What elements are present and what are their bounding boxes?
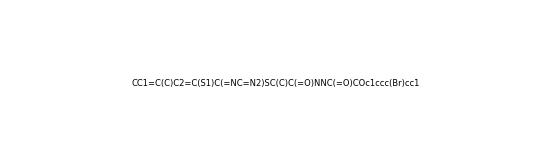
Text: CC1=C(C)C2=C(S1)C(=NC=N2)SC(C)C(=O)NNC(=O)COc1ccc(Br)cc1: CC1=C(C)C2=C(S1)C(=NC=N2)SC(C)C(=O)NNC(=… xyxy=(131,79,419,88)
